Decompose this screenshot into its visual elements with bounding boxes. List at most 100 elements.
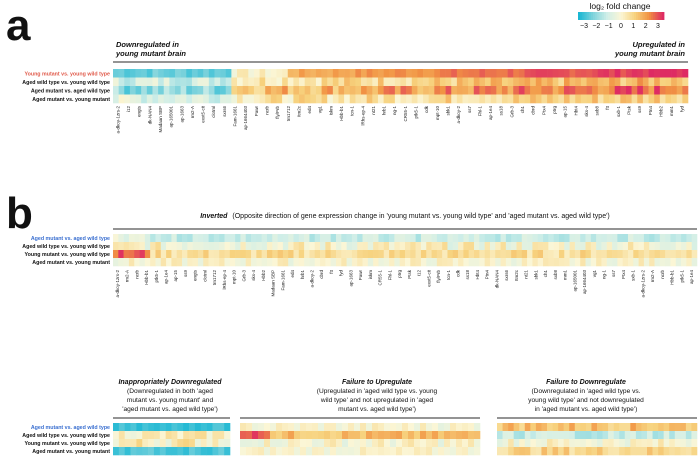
heatmap-cell <box>219 242 225 251</box>
heatmap-cell <box>659 258 666 267</box>
heatmap-cell <box>585 234 592 243</box>
heatmap-cell <box>624 439 631 448</box>
heatmap-cell <box>252 431 259 440</box>
gene-label: ap-1e4 <box>689 270 694 285</box>
heatmap-cell <box>277 234 284 243</box>
heatmap-cell <box>182 250 188 259</box>
gene-label: sks-4 <box>251 270 256 281</box>
heatmap-cell <box>129 77 136 87</box>
heatmap-cell <box>158 94 165 104</box>
heatmap-cell <box>349 69 356 78</box>
heatmap-cell <box>513 439 520 448</box>
heatmap-cell <box>314 258 321 267</box>
heatmap-cell <box>175 86 181 95</box>
heatmap-cell <box>187 250 193 259</box>
heatmap-cell <box>505 258 512 267</box>
heatmap-cell <box>396 447 403 456</box>
heatmap-cell <box>501 69 508 78</box>
heatmap-cell <box>265 94 272 104</box>
heatmap-cell <box>261 242 268 251</box>
heatmap-cell <box>676 77 683 87</box>
heatmap-cell <box>240 439 247 448</box>
heatmap-cell <box>166 242 172 251</box>
heatmap-cell <box>113 423 120 432</box>
heatmap-cell <box>310 94 317 104</box>
heatmap-cell <box>248 94 255 104</box>
heatmap-cell <box>553 250 560 259</box>
heatmap-cell <box>490 94 497 104</box>
heatmap-cell <box>654 69 661 78</box>
heatmap-cell <box>355 77 362 87</box>
heatmap-cell <box>394 86 401 95</box>
heatmap-cell <box>541 431 548 440</box>
heatmap-cell <box>490 86 497 95</box>
inverted-title: Inverted (Opposite direction of gene exp… <box>200 213 610 220</box>
heatmap-cell <box>485 69 491 78</box>
heatmap-cell <box>516 234 523 243</box>
heatmap-cell <box>171 242 178 251</box>
heatmap-cell <box>142 423 149 432</box>
heatmap-cell <box>451 94 458 104</box>
heatmap-cell <box>287 86 294 95</box>
heatmap-cell <box>558 431 564 440</box>
heatmap-cell <box>240 234 247 243</box>
heatmap-cell <box>474 234 480 243</box>
heatmap-cell <box>142 431 149 440</box>
gene-label: nt21 <box>524 270 529 279</box>
gene-label: iskm <box>328 106 333 115</box>
gene-label: sxb8 <box>553 270 558 280</box>
legend-swatch <box>659 12 663 20</box>
heatmap-cell <box>325 250 331 259</box>
heatmap-cell <box>420 439 427 448</box>
heatmap-cell <box>357 250 363 259</box>
heatmap-cell <box>444 439 451 448</box>
heatmap-cell <box>389 242 395 251</box>
heatmap-cell <box>541 439 548 448</box>
heatmap-cell <box>378 242 385 251</box>
heatmap-cell <box>592 86 599 95</box>
legend-swatch <box>601 12 605 20</box>
heatmap-cell <box>468 234 475 243</box>
heatmap-cell <box>124 423 131 432</box>
heatmap-cell <box>261 258 268 267</box>
heatmap-cell <box>620 69 627 78</box>
heatmap-cell <box>608 423 614 432</box>
gene-label: ed4 <box>290 270 295 278</box>
heatmap-cell <box>444 447 451 456</box>
heatmap-cell <box>535 69 542 78</box>
heatmap-cell <box>685 423 692 432</box>
heatmap-cell <box>309 250 316 259</box>
heatmap-cell <box>638 250 645 259</box>
heatmap-cell <box>511 234 517 243</box>
gene-label: trn1712 <box>212 270 217 286</box>
heatmap-cell <box>575 86 582 95</box>
heatmap-cell <box>361 94 367 104</box>
heatmap-cell <box>439 69 446 78</box>
heatmap-cell <box>691 447 698 456</box>
heatmap-cell <box>596 234 602 243</box>
heatmap-cell <box>298 258 305 267</box>
failure-to-downregulate-heatmap <box>497 423 698 456</box>
heatmap-cell <box>489 250 496 259</box>
heatmap-cell <box>686 234 692 243</box>
heatmap-cell <box>479 258 485 267</box>
heatmap-cell <box>348 447 355 456</box>
legend-swatch <box>651 12 654 20</box>
heatmap-cell <box>118 250 124 259</box>
heatmap-cell <box>406 69 413 78</box>
heatmap-cell <box>389 69 396 78</box>
heatmap-cell <box>294 439 301 448</box>
heatmap-cell <box>349 86 356 95</box>
heatmap-cell <box>591 431 598 440</box>
heatmap-cell <box>208 86 215 95</box>
heatmap-cell <box>596 242 602 251</box>
heatmap-cell <box>246 423 253 432</box>
heatmap-cell <box>495 234 501 243</box>
heatmap-cell <box>378 431 385 440</box>
gene-label: clotml <box>211 106 216 118</box>
heatmap-cell <box>485 77 491 87</box>
heatmap-cell <box>575 77 582 87</box>
heatmap-cell <box>346 234 353 243</box>
gene-label: tcn-1 <box>350 106 355 117</box>
heatmap-cell <box>124 86 131 95</box>
